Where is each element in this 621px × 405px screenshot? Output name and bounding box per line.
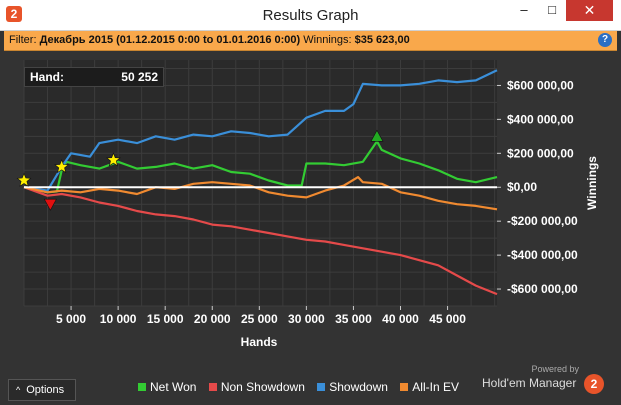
minimize-button[interactable]: – bbox=[520, 2, 528, 17]
hand-readout: Hand: 50 252 bbox=[24, 67, 164, 87]
brand-name: Hold'em Manager bbox=[482, 376, 577, 390]
powered-by-label: Powered by bbox=[531, 364, 579, 374]
legend-item-net-won[interactable]: Net Won bbox=[138, 380, 196, 394]
y-tick-label: -$200 000,00 bbox=[507, 214, 578, 228]
x-tick-label: 10 000 bbox=[100, 312, 137, 326]
x-tick-label: 35 000 bbox=[335, 312, 372, 326]
peak-star-2-icon bbox=[105, 152, 121, 167]
legend-item-all-in-ev[interactable]: All-In EV bbox=[400, 380, 459, 394]
legend: Net Won Non Showdown Showdown All-In EV bbox=[138, 380, 468, 394]
x-tick-label: 40 000 bbox=[382, 312, 419, 326]
y-tick-label: -$400 000,00 bbox=[507, 248, 578, 262]
help-icon[interactable]: ? bbox=[598, 33, 612, 47]
y-axis-title: Winnings bbox=[585, 156, 599, 210]
app-icon: 2 bbox=[6, 6, 22, 22]
x-tick-label: 45 000 bbox=[429, 312, 466, 326]
filter-label: Filter: bbox=[9, 34, 37, 46]
close-button[interactable]: ✕ bbox=[566, 0, 613, 21]
winnings-value: $35 623,00 bbox=[354, 34, 410, 46]
y-tick-label: $200 000,00 bbox=[507, 146, 574, 160]
y-tick-label: $600 000,00 bbox=[507, 78, 574, 92]
options-label: Options bbox=[26, 384, 65, 396]
x-tick-label: 30 000 bbox=[288, 312, 325, 326]
x-tick-label: 5 000 bbox=[56, 312, 86, 326]
legend-item-non-showdown[interactable]: Non Showdown bbox=[208, 380, 305, 394]
maximize-button[interactable]: □ bbox=[548, 2, 556, 17]
min-triangle-icon bbox=[43, 198, 57, 211]
chevron-up-icon: ^ bbox=[16, 385, 21, 395]
legend-swatch bbox=[208, 383, 217, 391]
legend-item-showdown[interactable]: Showdown bbox=[317, 380, 388, 394]
y-tick-label: $0,00 bbox=[507, 180, 537, 194]
bottom-bar: ^ Options Net Won Non Showdown Showdown A… bbox=[4, 364, 617, 401]
legend-swatch bbox=[317, 383, 326, 391]
filter-bar: Filter: Декабрь 2015 (01.12.2015 0:00 to… bbox=[4, 31, 617, 51]
y-tick-label: $400 000,00 bbox=[507, 112, 574, 126]
x-tick-label: 15 000 bbox=[147, 312, 184, 326]
plot-area bbox=[24, 60, 497, 306]
filter-value: Декабрь 2015 (01.12.2015 0:00 to 01.01.2… bbox=[39, 34, 301, 46]
hand-value: 50 252 bbox=[121, 70, 158, 84]
legend-swatch bbox=[138, 383, 146, 391]
winnings-label: Winnings: bbox=[303, 34, 352, 46]
series-line-net-won bbox=[23, 140, 498, 194]
peak-star-1-icon bbox=[54, 159, 70, 174]
y-tick-label: -$600 000,00 bbox=[507, 282, 578, 296]
max-triangle-icon bbox=[370, 129, 384, 142]
x-tick-label: 25 000 bbox=[241, 312, 278, 326]
x-axis-title: Hands bbox=[241, 335, 278, 349]
series-line-non-showdown bbox=[23, 186, 498, 296]
title-bar: 2 Results Graph – □ ✕ bbox=[0, 0, 621, 31]
start-star-icon bbox=[16, 172, 32, 187]
hand-label: Hand: bbox=[30, 70, 64, 84]
x-tick-label: 20 000 bbox=[194, 312, 231, 326]
results-graph[interactable]: 5 000 10 000 15 000 20 000 25 000 30 000 35 00… bbox=[0, 0, 621, 372]
window-title: Results Graph bbox=[262, 7, 359, 24]
brand-logo-icon: 2 bbox=[584, 374, 604, 394]
series-line-all-in-ev bbox=[23, 176, 498, 211]
series-line-showdown bbox=[23, 69, 498, 192]
options-button[interactable]: ^ Options bbox=[8, 379, 76, 401]
legend-swatch bbox=[400, 383, 409, 391]
